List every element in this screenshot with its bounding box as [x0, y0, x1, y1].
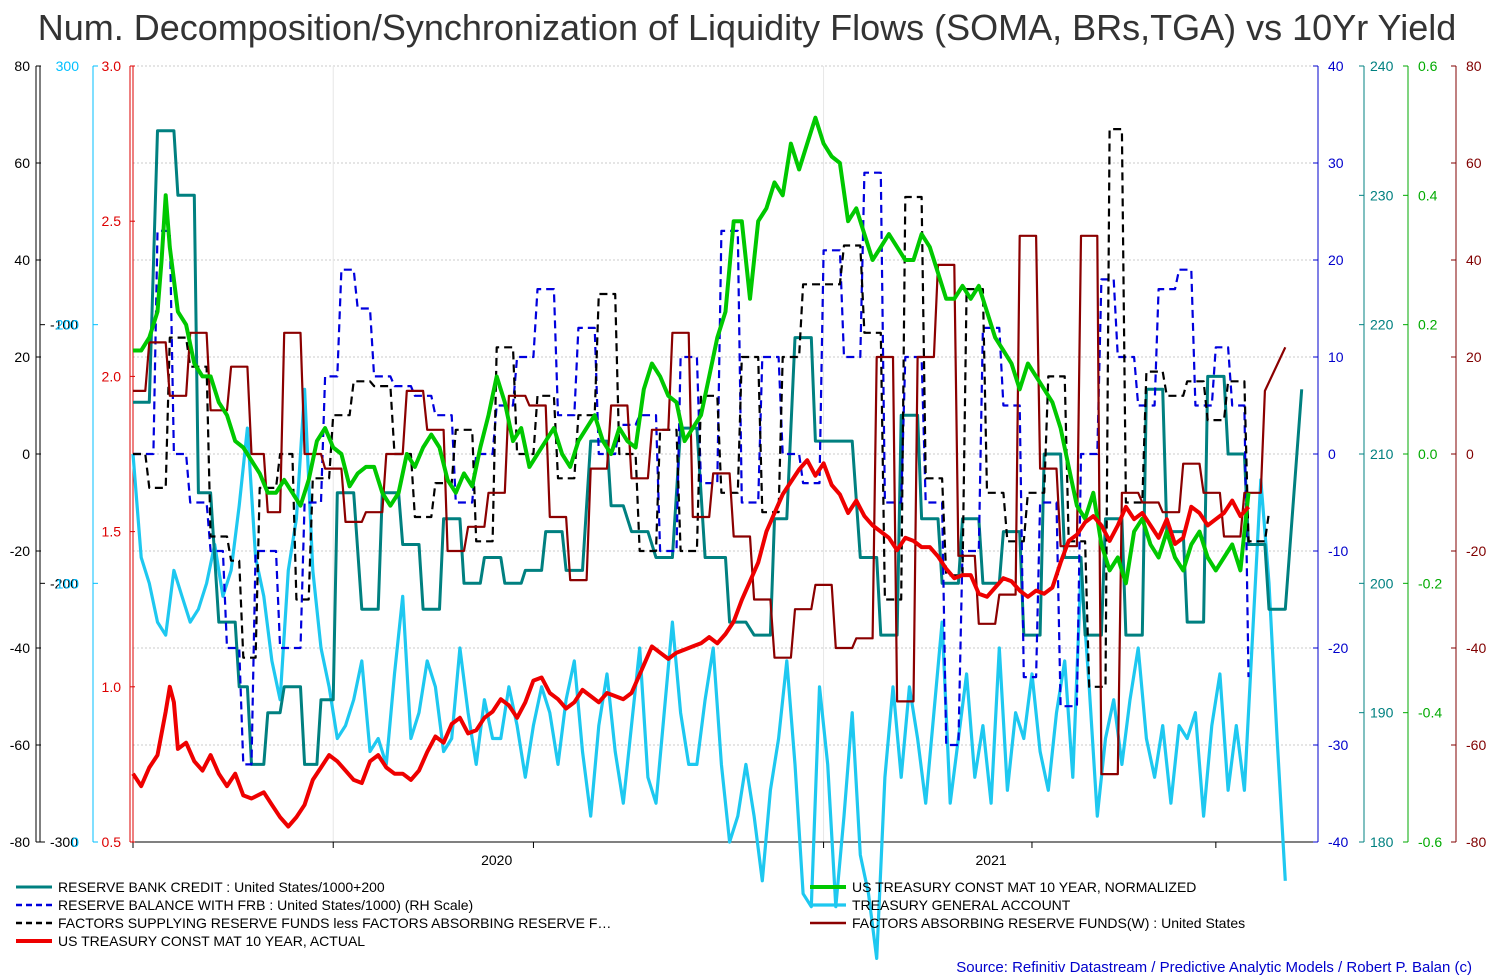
axis-tick-label-a1: -20: [10, 543, 30, 559]
axis-tick-label-a8: 60: [1466, 155, 1482, 171]
axis-tick-label-a2: -200: [50, 575, 78, 591]
axis-tick-label-a6: 230: [1370, 187, 1394, 203]
axis-tick-label-a1: -40: [10, 640, 30, 656]
axis-tick-label-a6: 220: [1370, 317, 1394, 333]
axis-tick-label-a5: 40: [1328, 58, 1344, 74]
legend-label: RESERVE BANK CREDIT : United States/1000…: [58, 879, 385, 895]
axis-tick-label-a3: 100: [56, 575, 80, 591]
legend-label: FACTORS SUPPLYING RESERVE FUNDS less FAC…: [58, 915, 611, 931]
legend-label: TREASURY GENERAL ACCOUNT: [852, 897, 1071, 913]
axis-tick-label-a8: -20: [1466, 543, 1486, 559]
series-line-3: [133, 128, 1271, 688]
axis-tick-label-a3: 300: [56, 58, 80, 74]
axis-tick-label-a6: 180: [1370, 834, 1394, 850]
axis-tick-label-a1: 0: [22, 446, 30, 462]
source-note: Source: Refinitiv Datastream / Predictiv…: [956, 959, 1472, 975]
axis-tick-label-a8: -40: [1466, 640, 1486, 656]
axis-tick-label-a5: -30: [1328, 737, 1348, 753]
legend-label: FACTORS ABSORBING RESERVE FUNDS(W) : Uni…: [852, 915, 1245, 931]
axis-tick-label-a8: -80: [1466, 834, 1486, 850]
legend-label: US TREASURY CONST MAT 10 YEAR, NORMALIZE…: [852, 879, 1196, 895]
x-tick-label: 2020: [481, 852, 512, 868]
axis-tick-label-a4: 2.5: [102, 213, 122, 229]
axis-tick-label-a5: 30: [1328, 155, 1344, 171]
series-line-1: [133, 129, 1304, 766]
axis-tick-label-a8: -60: [1466, 737, 1486, 753]
axis-tick-label-a4: 1.0: [102, 679, 122, 695]
legend-label: RESERVE BALANCE WITH FRB : United States…: [58, 897, 473, 913]
axis-tick-label-a1: -60: [10, 737, 30, 753]
axis-tick-label-a4: 2.0: [102, 368, 122, 384]
axis-tick-label-a5: 0: [1328, 446, 1336, 462]
series-lines: [131, 115, 1304, 960]
axis-tick-label-a3: 0: [71, 834, 79, 850]
axis-tick-label-a1: 60: [14, 155, 30, 171]
axis-tick-label-a4: 3.0: [102, 58, 122, 74]
axis-tick-label-a7: -0.4: [1418, 705, 1442, 721]
axis-tick-label-a7: 0.4: [1418, 187, 1438, 203]
axis-tick-label-a8: 20: [1466, 349, 1482, 365]
series-line-4: [131, 458, 1251, 829]
axis-tick-label-a5: -20: [1328, 640, 1348, 656]
axis-tick-label-a6: 210: [1370, 446, 1394, 462]
axis-tick-label-a5: 10: [1328, 349, 1344, 365]
axis-tick-label-a7: -0.2: [1418, 575, 1442, 591]
axis-tick-label-a6: 240: [1370, 58, 1394, 74]
axis-tick-label-a5: -10: [1328, 543, 1348, 559]
axis-tick-label-a4: 0.5: [102, 834, 122, 850]
series-line-6: [131, 387, 1287, 960]
axis-tick-label-a4: 1.5: [102, 524, 122, 540]
axis-tick-label-a7: 0.0: [1418, 446, 1438, 462]
axis-tick-label-a7: 0.2: [1418, 317, 1438, 333]
legend: RESERVE BANK CREDIT : United States/1000…: [16, 879, 1245, 949]
axis-tick-label-a6: 200: [1370, 575, 1394, 591]
axis-tick-label-a1: -80: [10, 834, 30, 850]
series-line-7: [133, 234, 1287, 776]
axis-tick-label-a7: 0.6: [1418, 58, 1438, 74]
series-line-5: [133, 115, 1251, 586]
axis-tick-label-a1: 20: [14, 349, 30, 365]
axis-tick-label-a5: -40: [1328, 834, 1348, 850]
axis-tick-label-a8: 0: [1466, 446, 1474, 462]
axis-tick-label-a7: -0.6: [1418, 834, 1442, 850]
chart-title: Num. Decomposition/Synchronization of Li…: [38, 7, 1457, 48]
axis-tick-label-a2: -300: [50, 834, 78, 850]
axis-tick-label-a3: 200: [56, 317, 80, 333]
axis-tick-label-a1: 80: [14, 58, 30, 74]
axis-tick-label-a8: 80: [1466, 58, 1482, 74]
axis-tick-label-a2: -100: [50, 317, 78, 333]
axis-tick-label-a6: 190: [1370, 705, 1394, 721]
axis-tick-label-a8: 40: [1466, 252, 1482, 268]
axis-tick-label-a5: 20: [1328, 252, 1344, 268]
axis-tick-label-a1: 40: [14, 252, 30, 268]
x-tick-label: 2021: [976, 852, 1007, 868]
gridlines: [133, 65, 1318, 842]
legend-label: US TREASURY CONST MAT 10 YEAR, ACTUAL: [58, 933, 365, 949]
